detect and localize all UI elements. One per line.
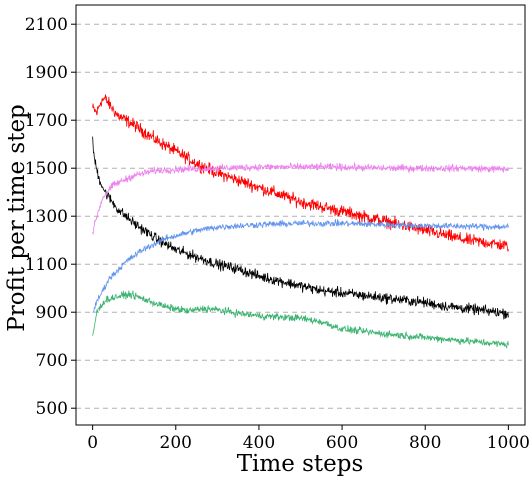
series-line-2 <box>92 136 509 320</box>
series-line-3 <box>92 161 509 235</box>
y-axis-title: Profit per time step <box>4 104 30 332</box>
y-tick-label: 2100 <box>25 15 68 35</box>
x-tick-label: 200 <box>160 433 192 453</box>
plot-frame <box>75 4 526 426</box>
series-lines <box>92 94 509 349</box>
x-tick-label: 1000 <box>487 433 530 453</box>
x-axis: 0 200 400 600 800 1000 <box>87 425 530 453</box>
y-axis: 500 700 900 1100 1300 1500 1700 1900 2100 <box>25 15 76 419</box>
y-tick-label: 1300 <box>25 207 68 227</box>
x-axis-title: Time steps <box>237 451 364 477</box>
series-line-4 <box>92 219 509 314</box>
x-tick-label: 0 <box>87 433 98 453</box>
y-tick-label: 1700 <box>25 111 68 131</box>
y-tick-label: 900 <box>36 303 68 323</box>
y-tick-label: 1100 <box>25 255 68 275</box>
grid-lines <box>76 23 525 409</box>
x-tick-label: 800 <box>409 433 441 453</box>
y-tick-label: 1500 <box>25 159 68 179</box>
x-tick-label: 600 <box>326 433 358 453</box>
y-tick-label: 1900 <box>25 63 68 83</box>
series-line-1 <box>92 94 509 252</box>
x-tick-label: 400 <box>243 433 275 453</box>
series-line-5 <box>92 290 509 349</box>
y-tick-label: 700 <box>36 351 68 371</box>
y-tick-label: 500 <box>36 399 68 419</box>
